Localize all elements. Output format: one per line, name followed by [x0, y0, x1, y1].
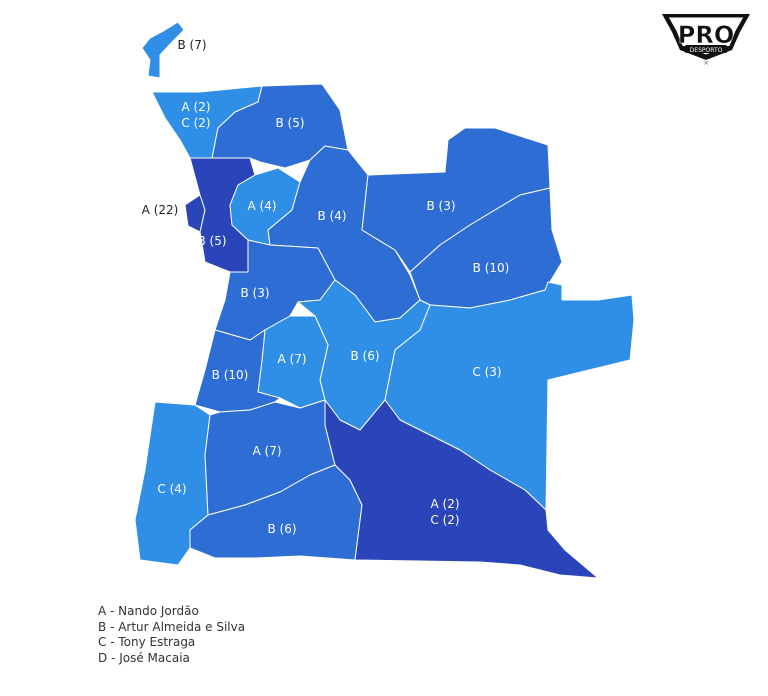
label-bie: B (6) — [350, 349, 379, 363]
label-huila: A (7) — [252, 444, 281, 458]
label-huambo: A (7) — [277, 352, 306, 366]
legend-item-b: B - Artur Almeida e Silva — [98, 619, 246, 634]
label-luanda: A (22) — [142, 203, 179, 217]
label-namibe: C (4) — [157, 482, 186, 496]
pro-desporto-logo: PRO DESPORTO × — [660, 10, 752, 67]
label-lunda-sul: B (10) — [473, 261, 510, 275]
label-cunene: B (6) — [267, 522, 296, 536]
svg-text:×: × — [703, 59, 709, 66]
legend-item-d: D - José Macaia — [98, 650, 190, 665]
region-cabinda[interactable] — [141, 21, 185, 79]
svg-text:DESPORTO: DESPORTO — [690, 47, 723, 54]
legend: A - Nando Jordão B - Artur Almeida e Sil… — [98, 604, 245, 666]
legend-item-c: C - Tony Estraga — [98, 635, 196, 649]
logo-text: PRO — [678, 21, 734, 49]
region-labels: B (7) A (2) C (2) B (5) A (22) B (5) A (4… — [142, 38, 510, 536]
label-cuanza-sul: B (3) — [240, 286, 269, 300]
label-cabinda: B (7) — [177, 38, 206, 52]
label-cuanza-norte: A (4) — [247, 199, 276, 213]
region-cuando-cubango[interactable] — [324, 399, 599, 579]
label-lunda-norte: B (3) — [426, 199, 455, 213]
legend-item-a: A - Nando Jordão — [98, 604, 199, 618]
label-malanje: B (4) — [317, 209, 346, 223]
label-moxico: C (3) — [472, 365, 501, 379]
label-benguela: B (10) — [212, 368, 249, 382]
region-uige[interactable] — [211, 83, 349, 169]
label-bengo: B (5) — [197, 234, 226, 248]
region-benguela[interactable] — [194, 329, 281, 413]
label-zaire: A (2) C (2) — [181, 100, 210, 130]
label-cuando-cubango: A (2) C (2) — [430, 497, 459, 527]
label-uige: B (5) — [275, 116, 304, 130]
